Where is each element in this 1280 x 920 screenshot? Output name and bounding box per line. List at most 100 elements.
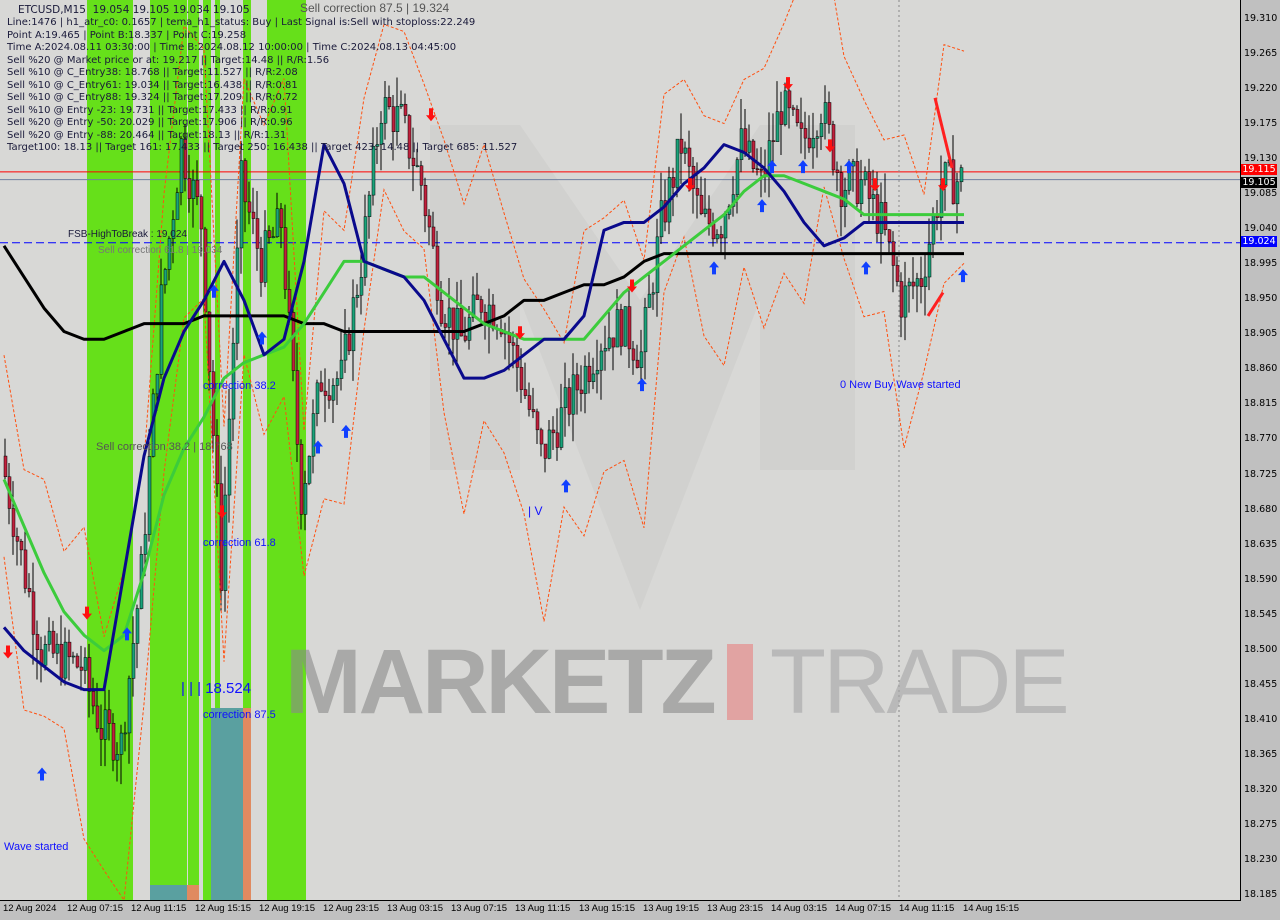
info-line: Sell %20 @ Entry -88: 20.464 || Target:1…: [7, 129, 287, 141]
candle-body: [863, 171, 868, 181]
candle-body: [447, 307, 452, 328]
candle-body: [51, 630, 56, 654]
candle-body: [943, 162, 948, 186]
candle-body: [815, 136, 820, 139]
candle-body: [683, 147, 688, 154]
time-tick: 14 Aug 11:15: [899, 903, 955, 914]
candle-body: [915, 278, 920, 287]
time-tick: 13 Aug 23:15: [707, 903, 763, 914]
candle-body: [175, 192, 180, 220]
candle-body: [607, 337, 612, 349]
signal-zone: [267, 0, 306, 900]
candle-body: [279, 208, 284, 228]
candle-body: [899, 281, 904, 318]
candle-body: [311, 413, 316, 457]
candle-body: [663, 200, 668, 223]
candle-body: [955, 181, 960, 205]
candle-body: [251, 211, 256, 219]
price-tick: 18.275: [1244, 818, 1278, 830]
candle-body: [399, 103, 404, 107]
candle-body: [427, 215, 432, 228]
candle-body: [835, 169, 840, 173]
time-tick: 13 Aug 11:15: [515, 903, 571, 914]
candle-body: [895, 265, 900, 282]
buy-arrow-icon: [709, 261, 719, 275]
candle-body: [359, 277, 364, 296]
candle-body: [363, 216, 368, 278]
candle-body: [99, 728, 104, 740]
candle-body: [551, 429, 556, 434]
candle-body: [523, 389, 528, 396]
time-tick: 13 Aug 03:15: [387, 903, 443, 914]
blue-moving-average-line: [2, 143, 964, 692]
time-tick: 14 Aug 15:15: [963, 903, 1019, 914]
price-tick: 18.500: [1244, 643, 1278, 655]
candle-body: [435, 245, 440, 301]
candle-body: [383, 97, 388, 124]
candle-body: [135, 608, 140, 644]
price-chart[interactable]: [0, 0, 1240, 900]
candle-body: [839, 172, 844, 207]
candle-body: [171, 219, 176, 239]
sell-arrow-icon: [217, 505, 227, 519]
candle-body: [451, 307, 456, 340]
candle-body: [103, 709, 108, 740]
candle-body: [819, 123, 824, 137]
price-tick: 18.860: [1244, 363, 1278, 375]
info-line: Sell %10 @ C_Entry88: 19.324 || Target:1…: [7, 92, 298, 103]
candle-body: [919, 278, 924, 287]
candle-body: [315, 382, 320, 414]
candle-body: [215, 435, 220, 485]
candle-body: [327, 395, 332, 401]
candle-body: [347, 333, 352, 352]
candle-body: [143, 534, 148, 555]
candle-body: [227, 418, 232, 496]
watermark-right: TRADE: [769, 631, 1070, 733]
candle-body: [243, 160, 248, 203]
candle-body: [259, 248, 264, 283]
candle-body: [775, 111, 780, 142]
sell-correction-382-label: Sell correction 38.2 | 18.768: [96, 441, 233, 453]
candle-body: [223, 494, 228, 591]
candle-body: [719, 234, 724, 239]
candle-body: [587, 365, 592, 382]
time-tick: 12 Aug 07:15: [67, 903, 123, 914]
info-line: Time A:2024.08.11 03:30:00 | Time B:2024…: [7, 42, 457, 53]
candle-body: [639, 351, 644, 368]
bid-price-tag: 19.105: [1241, 177, 1277, 188]
time-tick: 12 Aug 11:15: [131, 903, 187, 914]
candle-body: [751, 140, 756, 169]
low-price-label: | | | 18.524: [181, 680, 252, 697]
price-tick: 18.905: [1244, 328, 1278, 340]
target-bar: [211, 708, 243, 900]
time-tick: 14 Aug 07:15: [835, 903, 891, 914]
buy-arrow-icon: [561, 479, 571, 493]
candle-body: [239, 160, 244, 249]
candle-body: [511, 342, 516, 346]
candle-body: [699, 194, 704, 214]
candle-body: [579, 389, 584, 394]
candle-body: [79, 666, 84, 671]
candle-body: [643, 307, 648, 353]
candle-body: [83, 657, 88, 671]
info-line: Target100: 18.13 || Target 161: 17.433 |…: [7, 142, 518, 153]
candle-body: [907, 281, 912, 287]
candle-body: [343, 333, 348, 361]
candle-body: [679, 138, 684, 154]
candle-body: [59, 643, 64, 679]
signal-zone: [243, 0, 251, 900]
candle-body: [75, 655, 80, 668]
buy-arrow-icon: [861, 261, 871, 275]
candle-body: [295, 370, 300, 445]
candle-body: [419, 165, 424, 186]
candle-body: [159, 284, 164, 375]
candle-body: [195, 179, 200, 197]
candle-body: [331, 385, 336, 401]
candle-body: [283, 227, 288, 290]
price-tick: 18.590: [1244, 573, 1278, 585]
candle-body: [559, 407, 564, 448]
price-tick: 18.365: [1244, 748, 1278, 760]
sell-arrow-icon: [426, 108, 436, 122]
candle-body: [35, 634, 40, 650]
